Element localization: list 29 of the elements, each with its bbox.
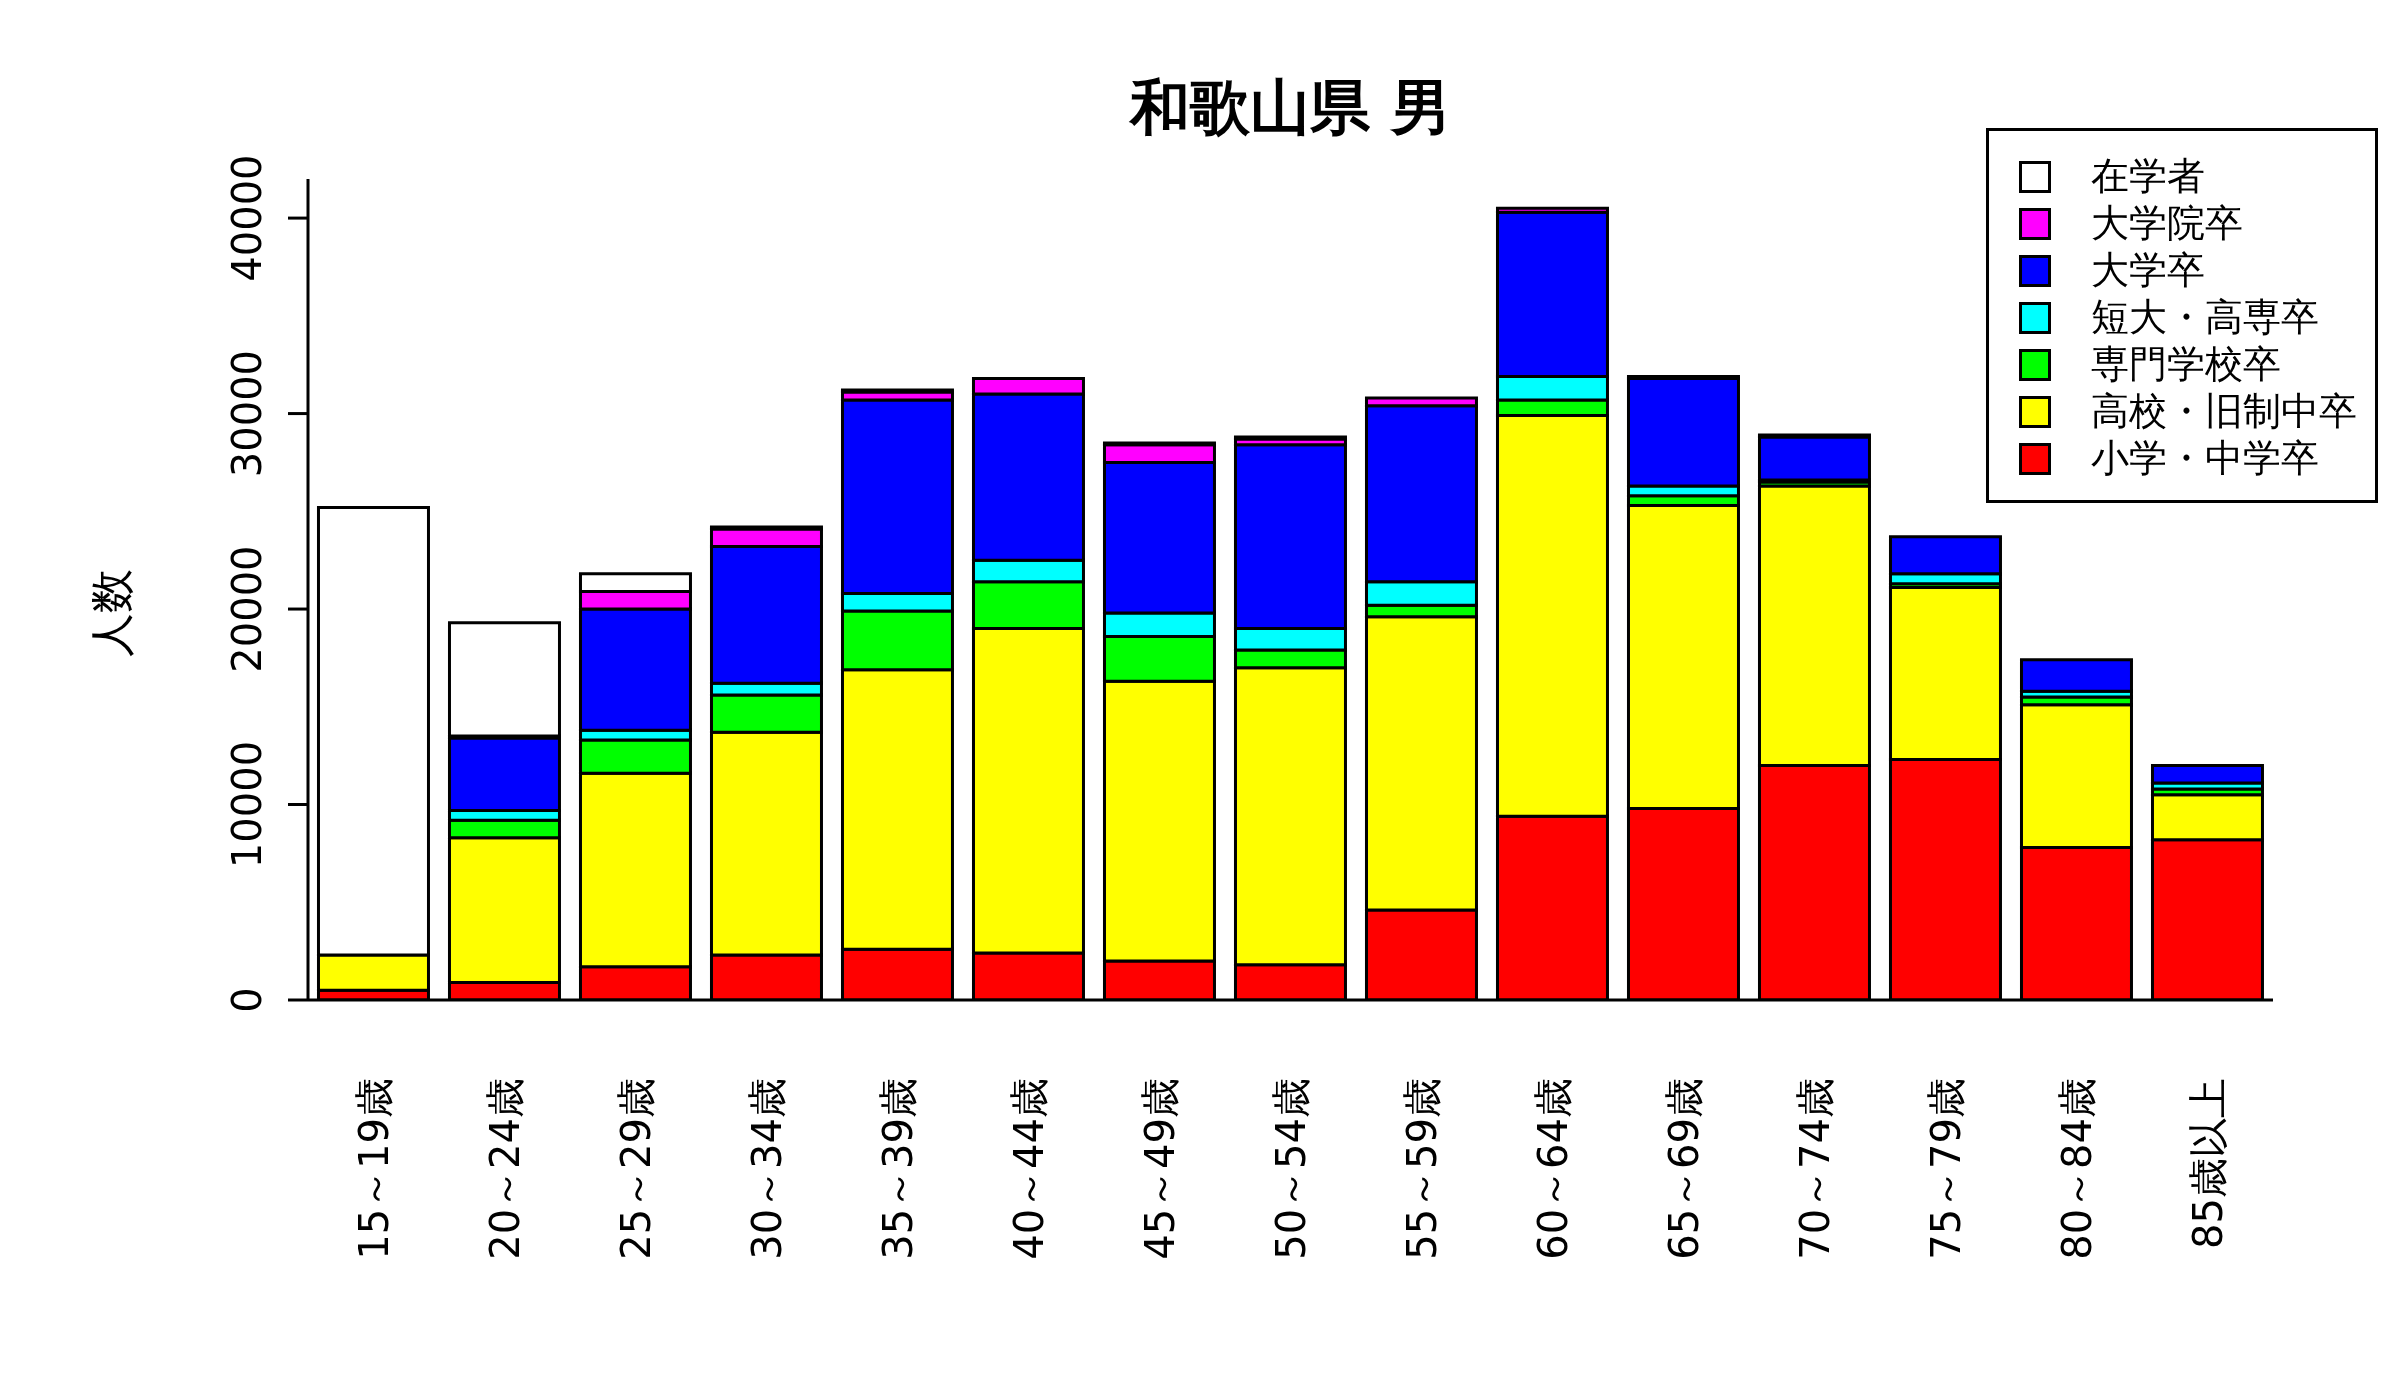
x-tick-label: 85歳以上: [2184, 1078, 2231, 1249]
y-tick-label: 40000: [224, 154, 270, 282]
y-tick-label: 0: [224, 987, 270, 1013]
x-tick-label: 75～79歳: [1922, 1078, 1969, 1260]
legend-label: 大学卒: [2091, 247, 2205, 294]
x-tick-label: 20～24歳: [481, 1078, 528, 1260]
x-tick-label: 70～74歳: [1791, 1078, 1838, 1260]
x-tick-label: 35～39歳: [874, 1078, 921, 1260]
legend-label: 高校・旧制中卒: [2091, 388, 2357, 435]
x-tick-label: 30～34歳: [743, 1078, 790, 1260]
y-tick-label: 30000: [224, 349, 270, 478]
legend-label: 短大・高専卒: [2091, 294, 2319, 341]
legend-label: 専門学校卒: [2091, 341, 2281, 388]
x-tick-label: 15～19歳: [350, 1078, 397, 1260]
x-tick-label: 80～84歳: [2053, 1078, 2100, 1260]
x-tick-label: 65～69歳: [1660, 1078, 1707, 1260]
chart-title: 和歌山県 男: [1128, 71, 1452, 144]
x-tick-label: 60～64歳: [1529, 1078, 1576, 1260]
x-tick-label: 50～54歳: [1267, 1078, 1314, 1260]
x-tick-label: 55～59歳: [1398, 1078, 1445, 1260]
y-axis-title: 人数: [84, 568, 138, 657]
x-tick-label: 25～29歳: [612, 1078, 659, 1260]
y-tick-label: 20000: [224, 545, 270, 673]
legend-label: 大学院卒: [2091, 200, 2243, 247]
legend-label: 在学者: [2091, 153, 2205, 200]
y-tick-label: 10000: [224, 740, 270, 869]
x-tick-label: 40～44歳: [1005, 1078, 1052, 1260]
x-tick-label: 45～49歳: [1136, 1078, 1183, 1260]
legend-label: 小学・中学卒: [2091, 435, 2319, 482]
